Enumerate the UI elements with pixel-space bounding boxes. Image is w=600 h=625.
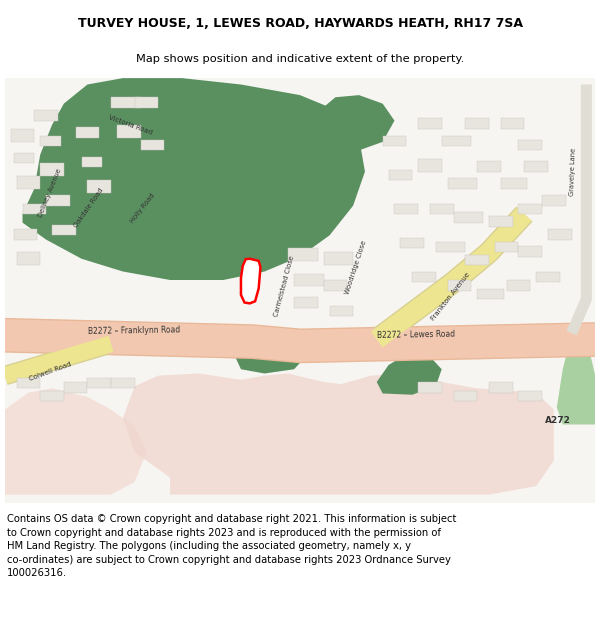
Text: Map shows position and indicative extent of the property.: Map shows position and indicative extent…	[136, 54, 464, 64]
Text: Victoria Road: Victoria Road	[108, 114, 154, 136]
Bar	[117, 125, 140, 138]
Text: Holly Road: Holly Road	[129, 192, 155, 224]
Polygon shape	[312, 95, 394, 151]
Bar	[518, 391, 542, 401]
Bar	[14, 229, 37, 239]
Bar	[448, 280, 471, 291]
Polygon shape	[235, 339, 306, 374]
Bar	[140, 140, 164, 151]
Text: Oakdale Road: Oakdale Road	[73, 187, 104, 229]
Bar	[111, 98, 140, 108]
Bar	[329, 306, 353, 316]
Bar	[466, 119, 489, 129]
Bar	[501, 178, 527, 189]
Bar	[288, 248, 318, 261]
Bar	[436, 242, 466, 252]
Bar	[536, 271, 560, 282]
Bar	[495, 242, 518, 252]
Bar	[466, 254, 489, 265]
Bar	[394, 204, 418, 214]
Bar	[430, 204, 454, 214]
Bar	[418, 159, 442, 172]
Bar	[14, 152, 34, 163]
Text: Gravelye Lane: Gravelye Lane	[569, 148, 577, 196]
Bar	[524, 161, 548, 172]
Bar	[46, 195, 70, 206]
Bar	[64, 382, 88, 392]
Bar	[88, 378, 111, 388]
Bar	[454, 212, 483, 222]
Text: Colwell Road: Colwell Road	[28, 361, 72, 382]
Bar	[442, 136, 471, 146]
Bar	[477, 161, 501, 172]
Bar	[518, 140, 542, 151]
Bar	[17, 378, 40, 388]
Text: Contains OS data © Crown copyright and database right 2021. This information is : Contains OS data © Crown copyright and d…	[7, 514, 457, 578]
Bar	[518, 246, 542, 257]
Bar	[23, 204, 46, 214]
Bar	[17, 253, 40, 265]
Text: Woodridge Close: Woodridge Close	[344, 239, 367, 295]
Polygon shape	[241, 259, 260, 303]
Bar	[111, 378, 134, 388]
Bar	[294, 297, 318, 308]
Bar	[448, 178, 477, 189]
Bar	[82, 157, 102, 168]
Bar	[34, 110, 58, 121]
Polygon shape	[123, 374, 554, 494]
Bar	[454, 391, 477, 401]
Text: Carmelstead Close: Carmelstead Close	[274, 255, 296, 318]
Text: B2272 – Lewes Road: B2272 – Lewes Road	[377, 330, 455, 341]
Bar	[412, 271, 436, 282]
Bar	[501, 119, 524, 129]
Bar	[489, 382, 512, 392]
Bar	[323, 280, 347, 291]
Polygon shape	[5, 388, 146, 494]
Text: A272: A272	[545, 416, 571, 425]
Bar	[418, 119, 442, 129]
Bar	[323, 253, 353, 265]
Bar	[17, 176, 40, 189]
Bar	[548, 229, 572, 239]
Polygon shape	[377, 354, 442, 395]
Bar	[40, 391, 64, 401]
Polygon shape	[557, 342, 595, 424]
Bar	[88, 180, 111, 193]
Text: Frankton Avenue: Frankton Avenue	[430, 272, 471, 322]
Bar	[40, 163, 64, 176]
Bar	[52, 225, 76, 236]
Bar	[418, 382, 442, 392]
Text: TURVEY HOUSE, 1, LEWES ROAD, HAYWARDS HEATH, RH17 7SA: TURVEY HOUSE, 1, LEWES ROAD, HAYWARDS HE…	[77, 17, 523, 30]
Bar	[383, 136, 406, 146]
Bar	[489, 216, 512, 227]
Bar	[294, 274, 323, 286]
Bar	[389, 169, 412, 180]
Bar	[506, 280, 530, 291]
Bar	[11, 129, 34, 142]
Text: Dellney Avenue: Dellney Avenue	[37, 168, 62, 218]
Text: B2272 – Franklynn Road: B2272 – Franklynn Road	[88, 326, 180, 336]
Bar	[400, 238, 424, 248]
Bar	[518, 204, 542, 214]
Polygon shape	[23, 78, 365, 280]
Polygon shape	[5, 78, 595, 503]
Bar	[40, 136, 61, 146]
Bar	[76, 127, 99, 138]
Bar	[477, 289, 503, 299]
Bar	[134, 98, 158, 108]
Bar	[542, 195, 566, 206]
